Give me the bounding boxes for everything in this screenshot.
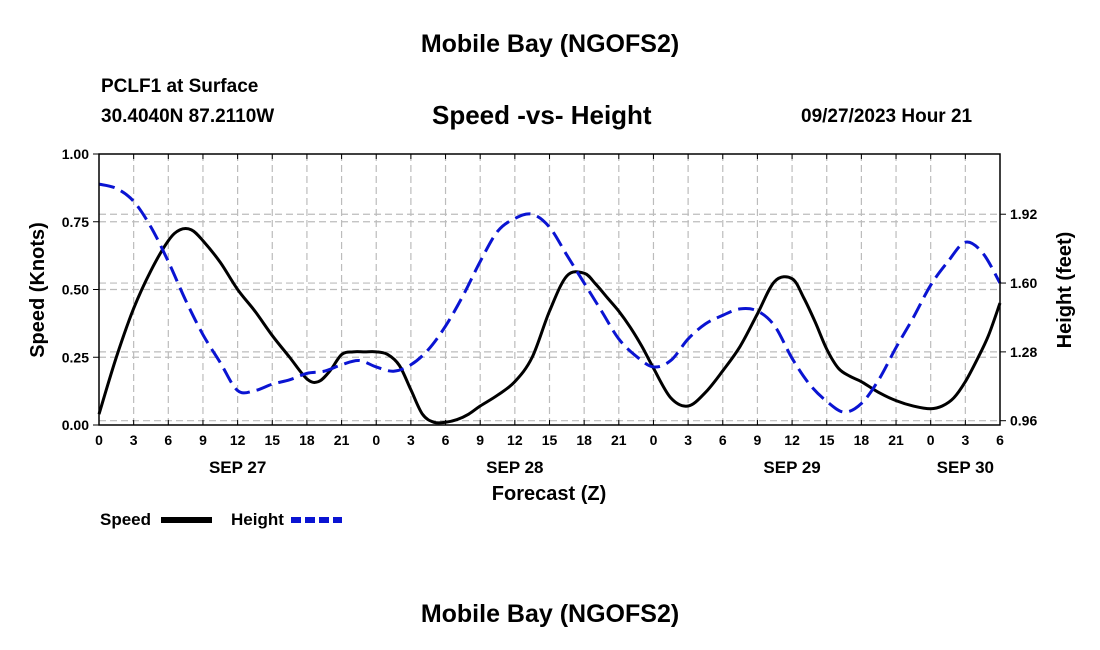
x-tick-label: 21 <box>888 432 904 448</box>
y-axis-left-title: Speed (Knots) <box>27 222 49 358</box>
x-tick-label: 21 <box>611 432 627 448</box>
timestamp-label: 09/27/2023 Hour 21 <box>801 106 973 127</box>
x-tick-label: 3 <box>130 432 138 448</box>
series-layer <box>97 182 1002 425</box>
x-tick-label: 9 <box>754 432 762 448</box>
x-tick-label: 12 <box>784 432 800 448</box>
x-tick-label: 0 <box>927 432 935 448</box>
x-date-label: SEP 29 <box>763 458 820 477</box>
series-line-speed <box>97 227 1002 425</box>
axes: 0 3 6 9 12 15 18 21 0 3 6 9 12 15 18 21 0 3 6 9 12 15 18 21 0 3 60… <box>62 146 1038 477</box>
coordinates-label: 30.4040N 87.2110W <box>101 106 275 127</box>
y-right-tick-label: 0.96 <box>1010 413 1037 429</box>
legend-height-label: Height <box>231 510 284 529</box>
y-right-tick-label: 1.60 <box>1010 275 1037 291</box>
x-date-label: SEP 28 <box>486 458 543 477</box>
x-tick-label: 21 <box>334 432 350 448</box>
x-tick-label: 3 <box>684 432 692 448</box>
x-tick-label: 12 <box>507 432 523 448</box>
x-tick-label: 6 <box>996 432 1004 448</box>
y-left-tick-label: 0.50 <box>62 282 89 298</box>
x-tick-label: 15 <box>542 432 558 448</box>
x-tick-label: 3 <box>407 432 415 448</box>
y-right-tick-label: 1.92 <box>1010 206 1037 222</box>
y-left-tick-label: 1.00 <box>62 146 89 162</box>
x-tick-label: 3 <box>961 432 969 448</box>
y-right-tick-label: 1.28 <box>1010 344 1037 360</box>
legend-speed-label: Speed <box>100 510 151 529</box>
x-tick-label: 12 <box>230 432 246 448</box>
x-date-label: SEP 27 <box>209 458 266 477</box>
x-tick-label: 15 <box>819 432 835 448</box>
x-tick-label: 15 <box>264 432 280 448</box>
x-tick-label: 9 <box>476 432 484 448</box>
x-tick-label: 6 <box>442 432 450 448</box>
y-left-tick-label: 0.25 <box>62 349 89 365</box>
legend: Speed Height <box>100 510 342 529</box>
page-title-top: Mobile Bay (NGOFS2) <box>420 30 680 58</box>
x-tick-label: 0 <box>650 432 658 448</box>
chart-title: Speed -vs- Height <box>432 100 652 130</box>
x-tick-label: 18 <box>576 432 592 448</box>
x-tick-label: 6 <box>164 432 172 448</box>
x-tick-label: 9 <box>199 432 207 448</box>
x-tick-label: 0 <box>95 432 103 448</box>
y-axis-right-title: Height (feet) <box>1054 232 1076 349</box>
x-date-label: SEP 30 <box>937 458 994 477</box>
x-axis-title: Forecast (Z) <box>492 483 606 505</box>
x-tick-label: 0 <box>372 432 380 448</box>
station-label: PCLF1 at Surface <box>101 76 259 97</box>
y-left-tick-label: 0.75 <box>62 214 89 230</box>
x-tick-label: 18 <box>299 432 315 448</box>
y-left-tick-label: 0.00 <box>62 417 89 433</box>
page-title-bottom: Mobile Bay (NGOFS2) <box>420 600 680 628</box>
x-tick-label: 6 <box>719 432 727 448</box>
x-tick-label: 18 <box>854 432 870 448</box>
